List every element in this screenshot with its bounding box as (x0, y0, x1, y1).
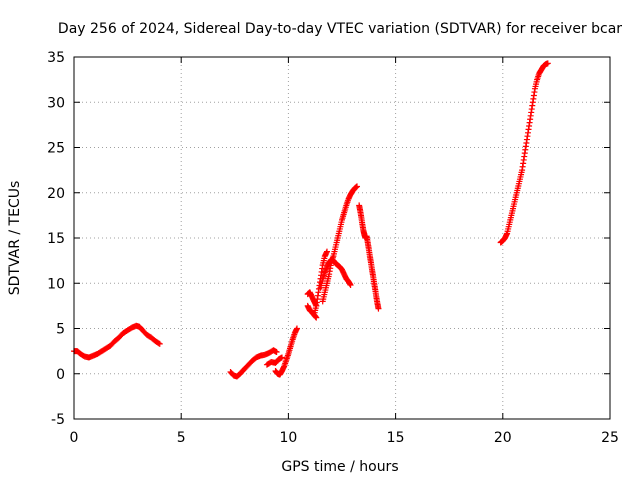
data-point (155, 340, 162, 347)
data-point (354, 183, 361, 190)
y-tick-label: 20 (47, 186, 65, 202)
axes: 0 5 10 15 20 25 -5 0 5 10 15 20 25 30 35 (47, 50, 619, 446)
x-tick-label: 20 (494, 430, 512, 446)
chart-title: Day 256 of 2024, Sidereal Day-to-day VTE… (58, 21, 622, 37)
data-point (156, 340, 163, 347)
y-tick-label: 5 (56, 322, 65, 338)
gridlines (74, 57, 610, 419)
data-point (347, 282, 354, 289)
data-point (273, 349, 280, 356)
data-point (323, 248, 330, 255)
y-tick-label: 30 (47, 95, 65, 111)
y-tick-label: 0 (56, 367, 65, 383)
x-tick-label: 5 (177, 430, 186, 446)
x-tick-label: 10 (279, 430, 297, 446)
x-tick-label: 0 (70, 430, 79, 446)
y-tick-label: 10 (47, 276, 65, 292)
x-tick-label: 15 (387, 430, 405, 446)
data-point (544, 60, 551, 67)
x-tick-label: 25 (601, 430, 619, 446)
data-point (278, 354, 285, 361)
y-tick-label: 35 (47, 50, 65, 66)
y-axis-label: SDTVAR / TECUs (7, 181, 23, 296)
y-tick-label: -5 (51, 412, 65, 428)
data-point (375, 305, 382, 312)
y-tick-label: 25 (47, 141, 65, 157)
y-tick-label: 15 (47, 231, 65, 247)
x-axis-label: GPS time / hours (281, 459, 398, 475)
data-series-sdtvar (71, 60, 551, 380)
data-point (293, 325, 300, 332)
